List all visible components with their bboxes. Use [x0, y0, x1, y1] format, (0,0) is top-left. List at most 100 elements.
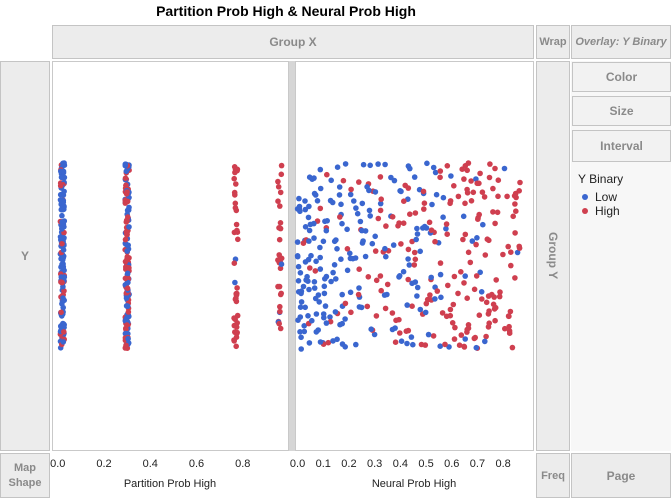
point-low[interactable] — [298, 299, 305, 305]
point-high[interactable] — [372, 248, 379, 254]
point-high[interactable] — [365, 274, 372, 280]
point-high[interactable] — [364, 303, 371, 310]
point-low[interactable] — [327, 314, 333, 320]
point-low[interactable] — [411, 174, 418, 180]
point-low[interactable] — [423, 225, 430, 231]
point-low[interactable] — [342, 161, 349, 167]
point-high[interactable] — [312, 268, 319, 274]
point-low[interactable] — [302, 198, 308, 204]
point-low[interactable] — [474, 235, 480, 241]
point-low[interactable] — [317, 166, 324, 173]
point-low[interactable] — [359, 200, 366, 207]
point-high[interactable] — [57, 182, 64, 189]
point-low[interactable] — [323, 320, 330, 326]
point-low[interactable] — [59, 226, 65, 232]
point-low[interactable] — [357, 218, 364, 225]
point-high[interactable] — [516, 188, 522, 194]
point-low[interactable] — [300, 283, 307, 290]
point-high[interactable] — [378, 196, 385, 202]
point-high[interactable] — [405, 327, 412, 334]
point-low[interactable] — [389, 326, 396, 333]
point-high[interactable] — [483, 299, 490, 306]
point-high[interactable] — [276, 320, 283, 327]
point-low[interactable] — [424, 160, 430, 167]
point-low[interactable] — [61, 274, 68, 280]
group-y-zone[interactable]: Group Y — [536, 61, 570, 451]
point-low[interactable] — [437, 271, 444, 278]
point-high[interactable] — [61, 288, 67, 294]
point-low[interactable] — [306, 238, 312, 244]
point-high[interactable] — [234, 285, 240, 291]
group-x-zone[interactable]: Group X — [52, 25, 534, 59]
point-low[interactable] — [366, 207, 373, 214]
point-low[interactable] — [390, 242, 397, 248]
point-high[interactable] — [411, 249, 418, 256]
point-high[interactable] — [420, 188, 427, 195]
point-low[interactable] — [297, 329, 303, 335]
freq-zone[interactable]: Freq — [536, 453, 570, 498]
point-high[interactable] — [348, 186, 354, 193]
point-high[interactable] — [275, 184, 282, 190]
point-high[interactable] — [398, 241, 404, 247]
point-low[interactable] — [123, 295, 130, 301]
point-high[interactable] — [505, 313, 512, 319]
point-low[interactable] — [314, 198, 321, 204]
point-low[interactable] — [125, 336, 131, 342]
panel-separator[interactable] — [289, 61, 295, 451]
point-high[interactable] — [502, 325, 508, 332]
point-low[interactable] — [323, 227, 330, 234]
point-low[interactable] — [368, 326, 375, 333]
point-low[interactable] — [367, 162, 374, 169]
point-low[interactable] — [388, 174, 394, 181]
point-low[interactable] — [60, 247, 67, 253]
point-high[interactable] — [412, 210, 419, 216]
point-low[interactable] — [328, 278, 334, 285]
point-low[interactable] — [295, 263, 302, 270]
point-low[interactable] — [301, 328, 308, 335]
point-high[interactable] — [444, 231, 451, 237]
point-high[interactable] — [464, 167, 471, 174]
point-high[interactable] — [485, 311, 492, 317]
point-high[interactable] — [342, 300, 349, 307]
point-low[interactable] — [478, 289, 485, 295]
point-high[interactable] — [473, 273, 480, 279]
point-low[interactable] — [414, 225, 420, 232]
point-low[interactable] — [514, 249, 521, 256]
point-high[interactable] — [232, 205, 239, 211]
point-high[interactable] — [504, 193, 510, 200]
point-high[interactable] — [490, 185, 496, 192]
point-high[interactable] — [447, 198, 454, 204]
point-low[interactable] — [311, 235, 317, 241]
point-high[interactable] — [234, 167, 240, 174]
point-high[interactable] — [275, 198, 281, 204]
point-high[interactable] — [458, 269, 464, 275]
point-high[interactable] — [437, 260, 444, 266]
point-high[interactable] — [506, 323, 512, 330]
plot-panel-neural[interactable] — [295, 61, 534, 451]
point-low[interactable] — [432, 296, 438, 302]
point-high[interactable] — [509, 344, 516, 351]
point-low[interactable] — [322, 218, 328, 225]
point-high[interactable] — [59, 240, 65, 247]
point-low[interactable] — [59, 212, 65, 219]
point-low[interactable] — [60, 168, 67, 175]
point-low[interactable] — [297, 314, 304, 320]
point-high[interactable] — [378, 287, 385, 294]
point-low[interactable] — [344, 226, 350, 233]
point-high[interactable] — [233, 343, 239, 350]
point-low[interactable] — [331, 262, 338, 268]
point-high[interactable] — [508, 262, 514, 269]
point-high[interactable] — [233, 221, 240, 228]
point-high[interactable] — [495, 193, 501, 200]
point-low[interactable] — [344, 267, 351, 274]
wrap-zone[interactable]: Wrap — [536, 25, 570, 59]
point-low[interactable] — [333, 237, 339, 243]
map-shape-zone[interactable]: Map Shape — [0, 453, 50, 498]
point-high[interactable] — [443, 221, 450, 227]
point-low[interactable] — [313, 258, 319, 265]
point-low[interactable] — [347, 289, 354, 296]
point-high[interactable] — [124, 198, 131, 205]
x-axis-title-neural[interactable]: Neural Prob High — [371, 478, 457, 490]
point-low[interactable] — [334, 164, 341, 170]
point-high[interactable] — [124, 322, 130, 328]
